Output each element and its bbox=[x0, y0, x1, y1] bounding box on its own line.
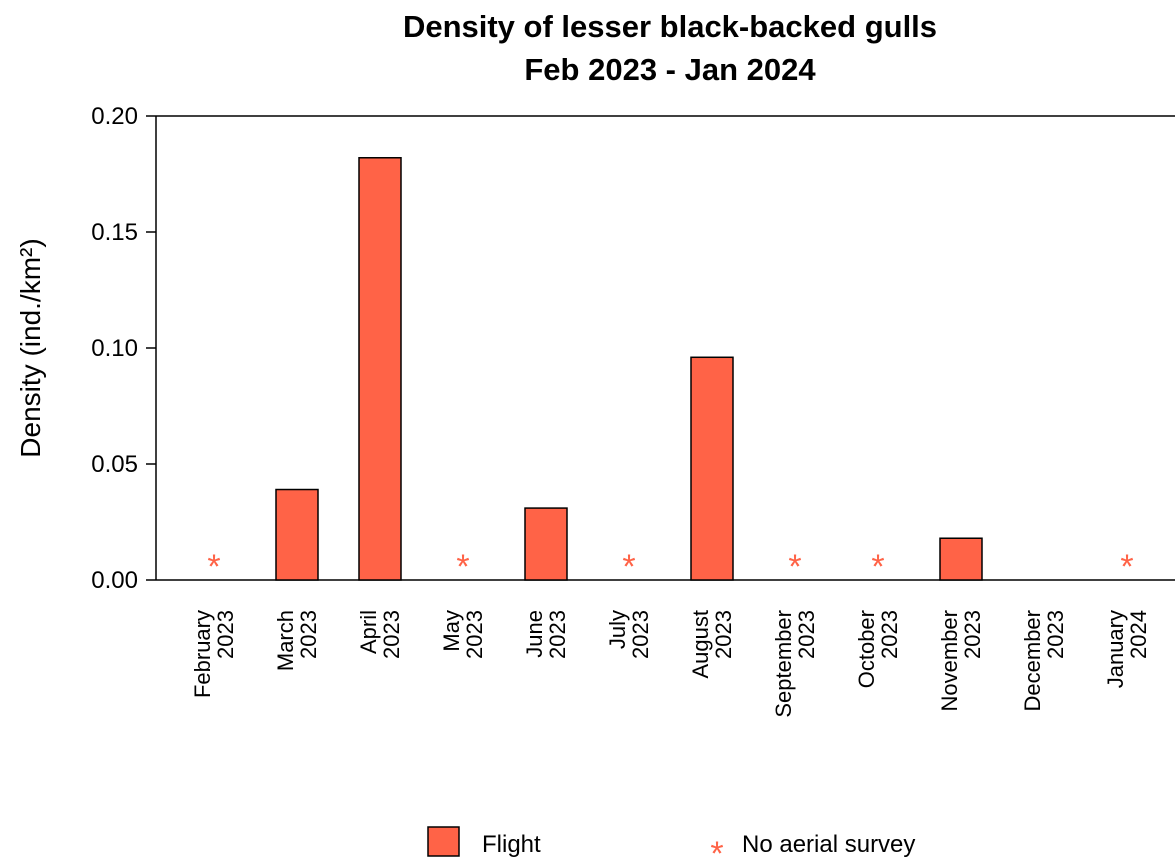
x-tick-month: March bbox=[273, 610, 298, 671]
x-tick-month: November bbox=[937, 610, 962, 711]
x-tick-year: 2023 bbox=[545, 610, 570, 659]
x-tick-year: 2023 bbox=[711, 610, 736, 659]
no-survey-marker-september: * bbox=[788, 548, 801, 586]
x-tick-year: 2023 bbox=[213, 610, 238, 659]
x-tick-month: January bbox=[1103, 610, 1128, 688]
no-survey-marker-february: * bbox=[207, 548, 220, 586]
x-tick-year: 2023 bbox=[960, 610, 985, 659]
x-tick-month: August bbox=[688, 610, 713, 679]
chart-subtitle: Feb 2023 - Jan 2024 bbox=[524, 52, 816, 87]
no-survey-markers: * * * * * * bbox=[207, 548, 1133, 586]
y-tick-label: 0.10 bbox=[91, 335, 138, 362]
x-tick-year: 2023 bbox=[379, 610, 404, 659]
chart-title: Density of lesser black-backed gulls bbox=[403, 9, 937, 44]
x-tick-month: October bbox=[854, 610, 879, 688]
no-survey-marker-january: * bbox=[1120, 548, 1133, 586]
x-tick-month: May bbox=[439, 610, 464, 652]
bar-august bbox=[690, 356, 734, 581]
legend-flight-label: Flight bbox=[482, 831, 541, 857]
x-tick-year: 2023 bbox=[628, 610, 653, 659]
bar-march bbox=[275, 488, 319, 581]
x-tick-year: 2023 bbox=[462, 610, 487, 659]
x-tick-month: July bbox=[605, 610, 630, 649]
legend-flight-swatch bbox=[427, 826, 460, 857]
x-tick-month: February bbox=[190, 610, 215, 698]
x-tick-month: December bbox=[1020, 610, 1045, 711]
x-tick-year: 2024 bbox=[1126, 610, 1151, 659]
x-tick-month: April bbox=[356, 610, 381, 654]
x-tick-year: 2023 bbox=[877, 610, 902, 659]
bar-june bbox=[524, 507, 568, 581]
bar-november bbox=[939, 537, 983, 581]
x-tick-month: September bbox=[771, 610, 796, 718]
x-tick-year: 2023 bbox=[1043, 610, 1068, 659]
legend: Flight * No aerial survey bbox=[427, 826, 915, 857]
y-tick-label: 0.00 bbox=[91, 567, 138, 594]
x-tick-year: 2023 bbox=[794, 610, 819, 659]
legend-no-survey-label: No aerial survey bbox=[742, 831, 915, 857]
y-tick-label: 0.05 bbox=[91, 451, 138, 478]
bars bbox=[275, 157, 983, 581]
y-tick-label: 0.20 bbox=[91, 103, 138, 130]
y-axis-label: Density (ind./km²) bbox=[15, 238, 46, 457]
x-tick-year: 2023 bbox=[296, 610, 321, 659]
y-ticks: 0.00 0.05 0.10 0.15 0.20 bbox=[91, 103, 156, 594]
x-tick-month: June bbox=[522, 610, 547, 658]
no-survey-marker-may: * bbox=[456, 548, 469, 586]
no-survey-marker-july: * bbox=[622, 548, 635, 586]
y-tick-label: 0.15 bbox=[91, 219, 138, 246]
bar-april bbox=[358, 157, 402, 581]
no-survey-marker-october: * bbox=[871, 548, 884, 586]
legend-no-survey-star: * bbox=[710, 835, 723, 857]
